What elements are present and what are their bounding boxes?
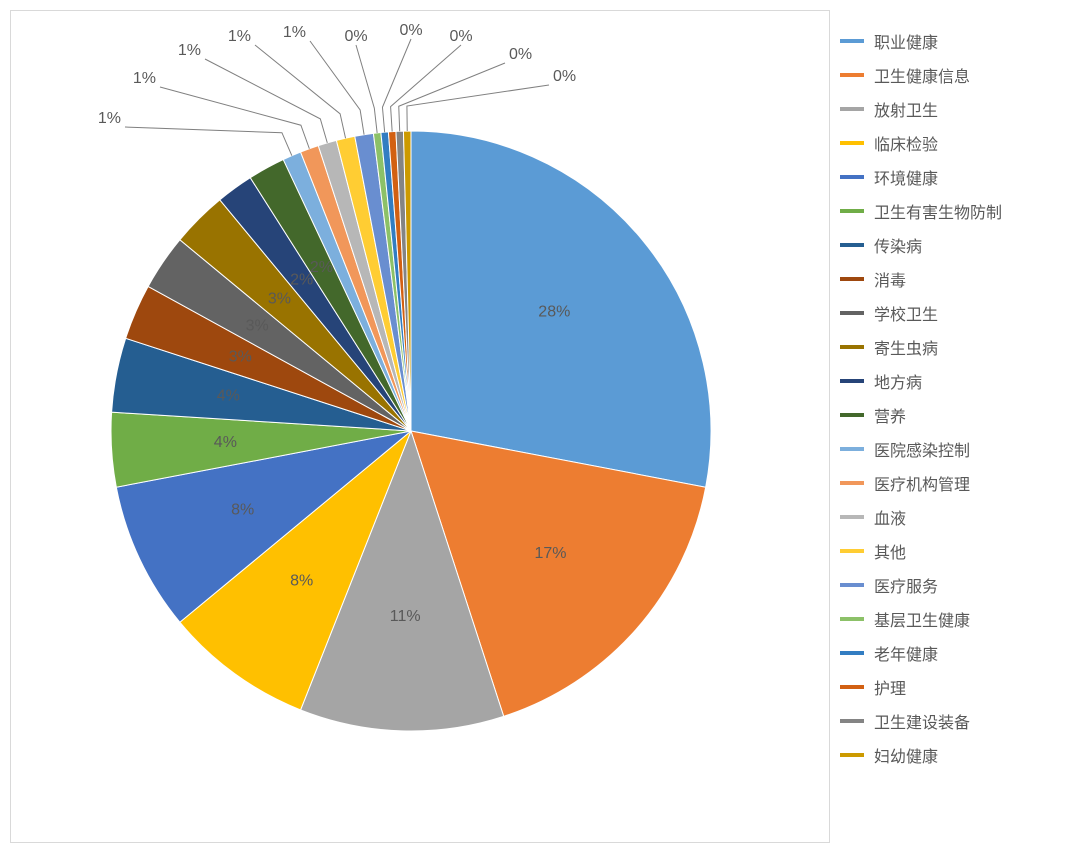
slice-percent-label: 0% xyxy=(399,22,422,39)
leader-line xyxy=(399,63,505,131)
slice-percent-label: 11% xyxy=(390,608,421,625)
legend-item: 医疗服务 xyxy=(840,574,1070,596)
leader-line xyxy=(160,87,309,149)
legend-item: 临床检验 xyxy=(840,132,1070,154)
legend-swatch xyxy=(840,277,864,281)
legend-swatch xyxy=(840,651,864,655)
legend-swatch xyxy=(840,311,864,315)
legend-label: 妇幼健康 xyxy=(874,743,938,767)
legend-swatch xyxy=(840,345,864,349)
slice-percent-label: 0% xyxy=(553,68,576,85)
legend-label: 基层卫生健康 xyxy=(874,607,970,631)
legend-item: 职业健康 xyxy=(840,30,1070,52)
plot-area: 28%17%11%8%8%4%4%3%3%3%2%2%1%1%1%1%1%0%0… xyxy=(10,10,830,843)
legend-label: 医疗服务 xyxy=(874,573,938,597)
legend-swatch xyxy=(840,753,864,757)
legend-item: 其他 xyxy=(840,540,1070,562)
legend-item: 老年健康 xyxy=(840,642,1070,664)
legend-item: 环境健康 xyxy=(840,166,1070,188)
slice-percent-label: 1% xyxy=(133,70,156,87)
legend-label: 传染病 xyxy=(874,233,922,257)
legend-swatch xyxy=(840,719,864,723)
legend-item: 医疗机构管理 xyxy=(840,472,1070,494)
slice-percent-label: 28% xyxy=(538,304,570,321)
slice-percent-label: 0% xyxy=(344,28,367,45)
slice-percent-label: 0% xyxy=(509,46,532,63)
legend-swatch xyxy=(840,141,864,145)
legend-swatch xyxy=(840,175,864,179)
legend-swatch xyxy=(840,413,864,417)
leader-line xyxy=(391,45,461,132)
legend-item: 血液 xyxy=(840,506,1070,528)
leader-line xyxy=(310,41,364,135)
slice-percent-label: 2% xyxy=(310,259,333,276)
legend-swatch xyxy=(840,549,864,553)
legend-label: 消毒 xyxy=(874,267,906,291)
legend-swatch xyxy=(840,583,864,587)
slice-percent-label: 1% xyxy=(283,24,306,41)
leader-line xyxy=(356,45,377,133)
legend-item: 卫生建设装备 xyxy=(840,710,1070,732)
legend-label: 护理 xyxy=(874,675,906,699)
slice-percent-label: 3% xyxy=(229,348,252,365)
legend-label: 老年健康 xyxy=(874,641,938,665)
slice-percent-label: 1% xyxy=(228,28,251,45)
legend-swatch xyxy=(840,243,864,247)
legend: 职业健康卫生健康信息放射卫生临床检验环境健康卫生有害生物防制传染病消毒学校卫生寄… xyxy=(840,30,1070,778)
legend-item: 卫生健康信息 xyxy=(840,64,1070,86)
legend-label: 卫生建设装备 xyxy=(874,709,970,733)
slice-percent-label: 3% xyxy=(268,291,291,308)
legend-label: 营养 xyxy=(874,403,906,427)
legend-item: 学校卫生 xyxy=(840,302,1070,324)
legend-item: 卫生有害生物防制 xyxy=(840,200,1070,222)
legend-swatch xyxy=(840,515,864,519)
legend-label: 职业健康 xyxy=(874,29,938,53)
slice-percent-label: 3% xyxy=(246,318,269,335)
legend-item: 放射卫生 xyxy=(840,98,1070,120)
legend-label: 放射卫生 xyxy=(874,97,938,121)
legend-item: 寄生虫病 xyxy=(840,336,1070,358)
legend-swatch xyxy=(840,379,864,383)
legend-label: 卫生健康信息 xyxy=(874,63,970,87)
slice-percent-label: 4% xyxy=(217,387,240,404)
legend-swatch xyxy=(840,73,864,77)
legend-label: 学校卫生 xyxy=(874,301,938,325)
legend-label: 血液 xyxy=(874,505,906,529)
slice-percent-label: 8% xyxy=(231,501,254,518)
legend-swatch xyxy=(840,617,864,621)
legend-swatch xyxy=(840,107,864,111)
slice-percent-label: 1% xyxy=(98,110,121,127)
legend-swatch xyxy=(840,209,864,213)
pie-svg: 28%17%11%8%8%4%4%3%3%3%2%2%1%1%1%1%1%0%0… xyxy=(11,11,831,844)
legend-swatch xyxy=(840,685,864,689)
legend-label: 地方病 xyxy=(874,369,922,393)
legend-item: 护理 xyxy=(840,676,1070,698)
legend-item: 妇幼健康 xyxy=(840,744,1070,766)
legend-swatch xyxy=(840,447,864,451)
slice-percent-label: 17% xyxy=(535,545,567,562)
legend-swatch xyxy=(840,39,864,43)
legend-item: 消毒 xyxy=(840,268,1070,290)
legend-label: 临床检验 xyxy=(874,131,938,155)
slice-percent-label: 4% xyxy=(214,434,237,451)
legend-item: 医院感染控制 xyxy=(840,438,1070,460)
legend-label: 卫生有害生物防制 xyxy=(874,199,1002,223)
slice-percent-label: 8% xyxy=(290,573,313,590)
leader-line xyxy=(125,127,292,156)
pie-chart-container: 28%17%11%8%8%4%4%3%3%3%2%2%1%1%1%1%1%0%0… xyxy=(0,0,1080,853)
slice-percent-label: 0% xyxy=(449,28,472,45)
slice-percent-label: 1% xyxy=(178,42,201,59)
leader-line xyxy=(407,85,549,131)
legend-label: 环境健康 xyxy=(874,165,938,189)
legend-item: 传染病 xyxy=(840,234,1070,256)
legend-label: 其他 xyxy=(874,539,906,563)
legend-item: 地方病 xyxy=(840,370,1070,392)
legend-label: 医院感染控制 xyxy=(874,437,970,461)
legend-swatch xyxy=(840,481,864,485)
legend-label: 医疗机构管理 xyxy=(874,471,970,495)
legend-item: 营养 xyxy=(840,404,1070,426)
legend-item: 基层卫生健康 xyxy=(840,608,1070,630)
legend-label: 寄生虫病 xyxy=(874,335,938,359)
